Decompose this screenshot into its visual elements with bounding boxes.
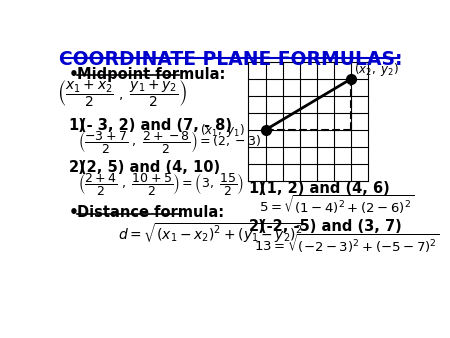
Text: Distance formula:: Distance formula:	[77, 206, 224, 220]
Text: $\left(\dfrac{-3+7}{2}\ ,\ \dfrac{2+-8}{2}\right) = (2,-3)$: $\left(\dfrac{-3+7}{2}\ ,\ \dfrac{2+-8}{…	[78, 129, 261, 155]
Text: (2, 5) and (4, 10): (2, 5) and (4, 10)	[80, 160, 220, 175]
Text: (1, 2) and (4, 6): (1, 2) and (4, 6)	[260, 181, 390, 196]
Text: $(x_2,\ y_2)$: $(x_2,\ y_2)$	[354, 61, 399, 78]
Text: $5 = \sqrt{(1-4)^2 + (2-6)^2}$: $5 = \sqrt{(1-4)^2 + (2-6)^2}$	[259, 194, 414, 216]
Text: 1): 1)	[69, 118, 86, 132]
Text: 2): 2)	[69, 160, 86, 175]
Text: $\left(\dfrac{2+4}{2}\ ,\ \dfrac{10+5}{2}\right) = \left(3,\ \dfrac{15}{2}\right: $\left(\dfrac{2+4}{2}\ ,\ \dfrac{10+5}{2…	[78, 171, 244, 197]
Text: $(x_1,\ y_1)$: $(x_1,\ y_1)$	[200, 122, 245, 139]
Text: $\left(\dfrac{x_1 + x_2}{2}\ ,\ \dfrac{y_1 + y_2}{2}\right)$: $\left(\dfrac{x_1 + x_2}{2}\ ,\ \dfrac{y…	[57, 79, 187, 110]
Text: (- 3, 2) and (7, - 8): (- 3, 2) and (7, - 8)	[80, 118, 232, 132]
Text: •: •	[69, 67, 79, 82]
Text: (-2, -5) and (3, 7): (-2, -5) and (3, 7)	[260, 219, 402, 234]
Text: Midpoint formula:: Midpoint formula:	[77, 67, 225, 82]
Text: 2): 2)	[248, 219, 265, 234]
Text: •: •	[69, 206, 79, 220]
Text: COORDINATE PLANE FORMULAS:: COORDINATE PLANE FORMULAS:	[59, 50, 402, 69]
Text: 1): 1)	[248, 181, 266, 196]
Text: $d = \sqrt{(x_1 - x_2)^2 + (y_1 - y_2)^2}$: $d = \sqrt{(x_1 - x_2)^2 + (y_1 - y_2)^2…	[118, 221, 306, 245]
Text: $13 = \sqrt{(-2-3)^2 + (-5-7)^2}$: $13 = \sqrt{(-2-3)^2 + (-5-7)^2}$	[254, 232, 440, 255]
